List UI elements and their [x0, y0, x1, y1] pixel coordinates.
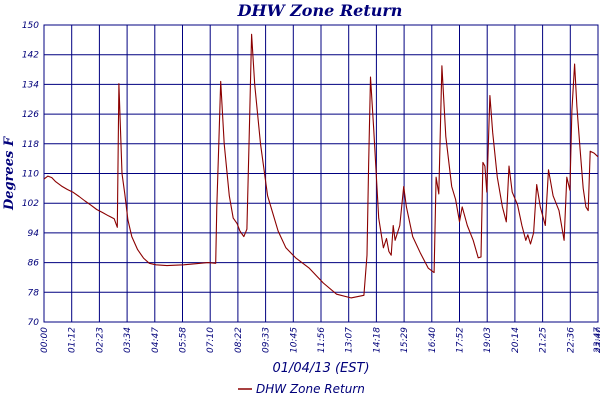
x-tick-label: 21:25 — [539, 327, 549, 353]
x-tick-label: 03:34 — [123, 327, 133, 353]
x-tick-label: 20:14 — [511, 327, 521, 353]
x-tick-label: 04:47 — [151, 327, 161, 353]
x-tick-label: 14:18 — [372, 327, 382, 353]
chart-title: DHW Zone Return — [237, 1, 403, 20]
x-tick-label: 23:47 — [593, 327, 600, 353]
y-tick-label: 102 — [22, 199, 39, 209]
x-tick-label: 01:12 — [68, 327, 78, 353]
plot-frame — [43, 24, 599, 323]
x-tick-label: 13:07 — [345, 327, 355, 353]
x-tick-label: 07:10 — [206, 327, 216, 353]
x-tick-label: 17:52 — [456, 327, 466, 353]
y-tick-label: 94 — [28, 229, 40, 239]
x-tick-label: 16:40 — [428, 327, 438, 353]
x-tick-label: 08:22 — [234, 327, 244, 353]
legend: DHW Zone Return — [238, 382, 365, 396]
x-tick-label: 02:23 — [95, 327, 105, 353]
x-tick-label: 00:00 — [40, 327, 50, 353]
x-axis-label: 01/04/13 (EST) — [272, 361, 369, 376]
y-tick-label: 134 — [22, 80, 39, 90]
grid-lines — [44, 24, 598, 323]
y-tick-label: 118 — [22, 140, 39, 150]
y-tick-label: 70 — [28, 318, 40, 328]
series-line-dhw-zone-return — [43, 33, 599, 299]
y-tick-label: 78 — [28, 288, 40, 298]
x-tick-label: 11:56 — [317, 327, 327, 353]
x-tick-label: 22:36 — [566, 327, 576, 353]
y-tick-label: 150 — [22, 21, 39, 31]
y-tick-label: 110 — [22, 170, 39, 180]
y-tick-label: 86 — [28, 259, 40, 269]
y-tick-labels: 70 78 86 94 102 110 118 126 134 142 150 — [22, 21, 39, 328]
legend-label: DHW Zone Return — [256, 382, 365, 396]
y-axis-label: Degrees F — [2, 136, 17, 211]
x-tick-label: 15:29 — [400, 327, 410, 353]
x-tick-label: 23:40 — [595, 327, 600, 353]
x-tick-labels: 00:00 01:12 02:23 03:34 04:47 05:58 07:10 08:22… — [40, 327, 600, 353]
y-tick-label: 142 — [22, 51, 39, 61]
y-tick-label: 126 — [22, 110, 39, 120]
x-tick-label: 19:03 — [483, 327, 493, 353]
x-tick-label: 10:45 — [289, 327, 299, 353]
x-tick-label: 05:58 — [179, 327, 189, 353]
x-tick-label: 09:33 — [262, 327, 272, 353]
